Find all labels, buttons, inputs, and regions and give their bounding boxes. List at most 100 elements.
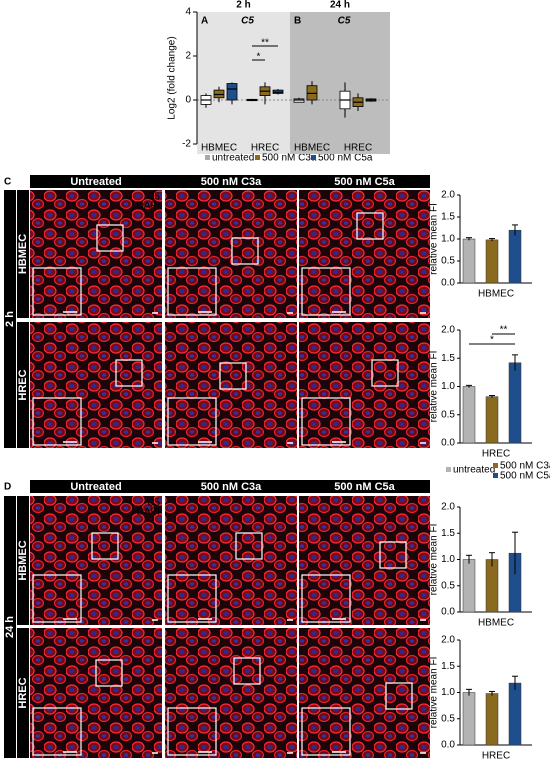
legend-swatch [205,155,210,160]
y-axis-label: relative mean FI [429,657,440,729]
zoom-box [385,682,413,710]
bar [485,693,499,746]
y-axis-label: Log2 (fold change) [167,36,178,119]
legend-label: 500 nM C3a [500,461,550,472]
significance-label: * [257,52,261,63]
panel-letter: C [4,177,11,188]
stain-label: C5 [147,498,160,509]
inset [32,574,82,623]
stain-label: DAPI [137,507,160,518]
y-tick-label: 0.0 [441,278,455,289]
column-header: 500 nM C3a [201,176,262,188]
zoom-box [95,659,123,687]
y-tick-label: 2.0 [441,502,455,513]
y-tick-label: 0.5 [441,409,455,420]
row-label: HBMEC [17,540,29,580]
zoom-box [96,224,124,252]
column-header: Untreated [70,176,121,188]
legend-label: 500 nM C3a [262,153,317,164]
y-tick-label: 0.0 [441,438,455,449]
panel-background [290,12,390,154]
time-label: 24 h [4,616,16,638]
significance-label: ** [261,38,269,49]
y-tick-label: -2 [182,139,191,150]
time-label: 2 h [4,311,16,327]
y-tick-label: 0.0 [441,740,455,751]
zoom-box [233,657,261,685]
zoom-box [219,362,247,390]
y-tick-label: 0.0 [441,607,455,618]
bar [485,396,499,444]
inset [301,574,351,623]
bar [462,386,476,444]
legend-label: untreated [212,153,254,164]
y-tick-label: 2 [185,51,191,62]
y-tick-label: 1.5 [441,528,455,539]
panel-subtitle: C5 [338,16,351,27]
inset [167,397,217,446]
bar [462,692,476,746]
panel-letter: B [294,16,301,27]
y-tick-label: 1.5 [441,353,455,364]
y-axis-label: relative mean FI [429,524,440,596]
zoom-box [91,532,119,560]
box [226,83,238,101]
bar [485,559,499,613]
column-header: 500 nM C5a [334,176,395,188]
panel-background [197,12,290,154]
significance-label: * [490,335,494,346]
bar [508,229,522,284]
panel-subtitle: C5 [241,16,254,27]
x-axis-label: HREC [482,751,510,762]
row-label: HREC [17,677,29,708]
panel-title: 2 h [236,0,250,11]
row-label: HBMEC [17,234,29,274]
y-tick-label: 1.5 [441,661,455,672]
stain-label: DAPI [137,201,160,212]
x-axis-label: HREC [482,449,510,460]
inset [32,267,82,316]
zoom-box [235,532,263,560]
row-bar [17,322,29,448]
y-tick-label: 1.5 [441,212,455,223]
y-tick-label: 1.0 [441,234,455,245]
y-tick-label: 0.5 [441,713,455,724]
y-tick-label: 2.0 [441,190,455,201]
panel-letter: A [201,16,208,27]
column-header: 500 nM C3a [201,481,262,493]
y-tick-label: 1.0 [441,554,455,565]
stain-label: C5 [147,192,160,203]
bar [508,682,522,746]
row-bar [17,496,29,625]
y-tick-label: 4 [185,7,191,18]
y-axis-label: relative mean FI [429,203,440,275]
x-tick-label: HBMEC [201,143,237,154]
inset [301,707,351,756]
significance-label: ** [500,325,508,336]
inset [167,267,217,316]
column-header: 500 nM C5a [334,481,395,493]
row-bar [17,190,29,318]
y-axis-label: relative mean FI [429,351,440,423]
inset [167,707,217,756]
y-tick-label: 2.0 [441,325,455,336]
legend-swatch [255,155,260,160]
zoom-box [379,541,407,569]
inset [301,267,351,316]
legend-swatch [493,463,498,468]
y-tick-label: 1.0 [441,381,455,392]
legend-label: 500 nM C5a [500,471,550,482]
x-axis-label: HBMEC [478,289,514,300]
zoom-box [356,212,384,240]
legend-swatch [311,155,316,160]
y-tick-label: 0.5 [441,580,455,591]
column-header-bar [30,175,430,188]
inset [32,397,82,446]
panel-title: 24 h [330,0,350,11]
legend-label: 500 nM C5a [318,153,373,164]
x-axis-label: HBMEC [478,618,514,629]
zoom-box [231,237,259,265]
time-bar [4,496,16,758]
x-tick-label: HREC [344,143,372,154]
